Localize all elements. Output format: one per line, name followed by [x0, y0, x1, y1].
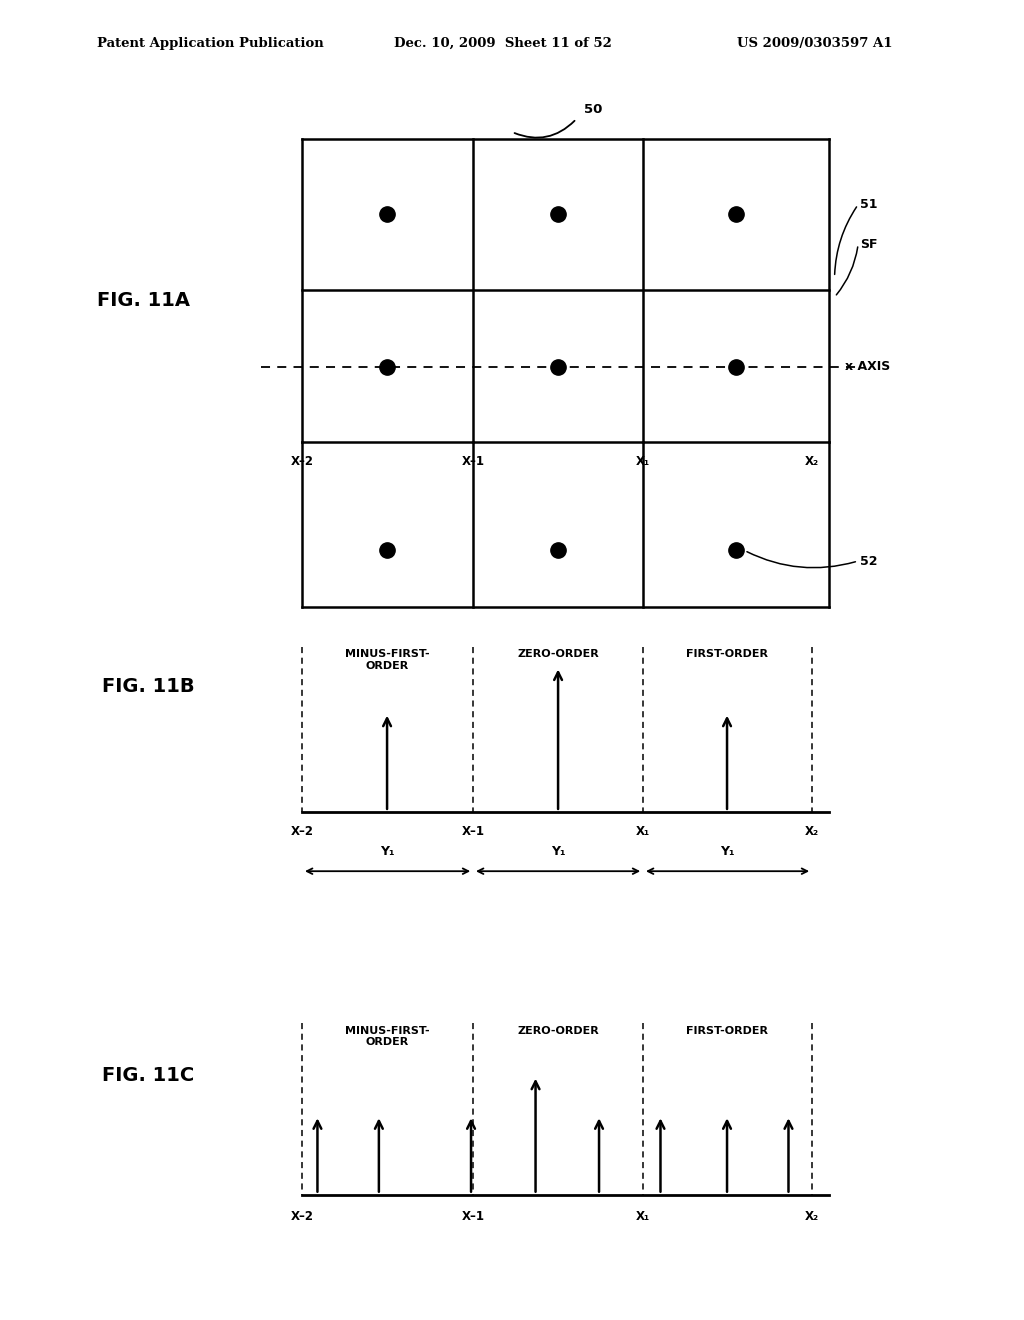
- Text: 51: 51: [860, 198, 878, 211]
- Text: X₁: X₁: [636, 1210, 650, 1224]
- Text: FIG. 11C: FIG. 11C: [102, 1067, 195, 1085]
- Text: MINUS-FIRST-
ORDER: MINUS-FIRST- ORDER: [345, 1026, 429, 1047]
- Text: X₂: X₂: [805, 825, 819, 838]
- Text: FIRST-ORDER: FIRST-ORDER: [686, 1026, 768, 1036]
- FancyArrowPatch shape: [837, 247, 858, 294]
- Text: FIRST-ORDER: FIRST-ORDER: [686, 649, 768, 660]
- Text: X₂: X₂: [805, 1210, 819, 1224]
- Text: FIG. 11A: FIG. 11A: [97, 292, 190, 310]
- Text: x AXIS: x AXIS: [845, 360, 890, 374]
- Text: SF: SF: [860, 238, 878, 251]
- FancyArrowPatch shape: [835, 207, 856, 275]
- Text: Y₁: Y₁: [720, 845, 735, 858]
- Text: MINUS-FIRST-
ORDER: MINUS-FIRST- ORDER: [345, 649, 429, 671]
- Text: Y₁: Y₁: [380, 845, 395, 858]
- Text: Dec. 10, 2009  Sheet 11 of 52: Dec. 10, 2009 Sheet 11 of 52: [394, 37, 612, 50]
- Text: Y₁: Y₁: [551, 845, 565, 858]
- Text: X–1: X–1: [462, 1210, 484, 1224]
- Text: Patent Application Publication: Patent Application Publication: [97, 37, 324, 50]
- Text: X–1: X–1: [462, 825, 484, 838]
- Text: X–1: X–1: [462, 455, 484, 469]
- Text: US 2009/0303597 A1: US 2009/0303597 A1: [737, 37, 893, 50]
- Text: X₁: X₁: [636, 825, 650, 838]
- Text: ZERO-ORDER: ZERO-ORDER: [517, 1026, 599, 1036]
- FancyArrowPatch shape: [746, 552, 855, 568]
- Text: X–2: X–2: [291, 455, 313, 469]
- Text: 50: 50: [584, 103, 602, 116]
- Text: X–2: X–2: [291, 825, 313, 838]
- Text: FIG. 11B: FIG. 11B: [102, 677, 195, 696]
- Text: X–2: X–2: [291, 1210, 313, 1224]
- Text: X₁: X₁: [636, 455, 650, 469]
- FancyArrowPatch shape: [515, 121, 574, 137]
- Text: ZERO-ORDER: ZERO-ORDER: [517, 649, 599, 660]
- Text: X₂: X₂: [805, 455, 819, 469]
- Text: 52: 52: [860, 554, 878, 568]
